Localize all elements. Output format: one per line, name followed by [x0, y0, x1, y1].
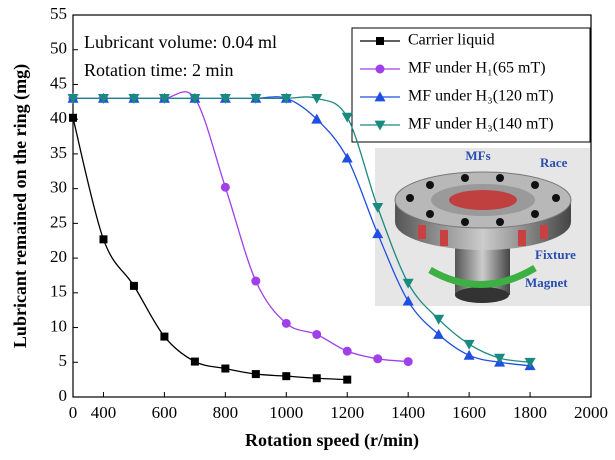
- marker: [129, 281, 138, 290]
- marker: [374, 91, 386, 102]
- x-tick-label: 2000: [574, 403, 608, 422]
- y-tick-label: 10: [50, 316, 67, 335]
- inset-image: [375, 148, 590, 306]
- legend-label: MF under H₃(120 mT): [408, 88, 554, 105]
- marker: [463, 339, 475, 350]
- marker: [221, 364, 230, 373]
- y-axis-label: Lubricant remained on the ring (mg): [10, 64, 31, 348]
- marker: [281, 318, 291, 328]
- marker: [251, 370, 260, 379]
- marker: [463, 349, 475, 360]
- marker: [343, 375, 352, 384]
- marker: [189, 93, 201, 104]
- x-tick-label: 1600: [452, 403, 486, 422]
- marker: [282, 372, 291, 381]
- marker: [67, 93, 79, 104]
- marker: [494, 353, 506, 364]
- marker: [341, 112, 353, 123]
- annotation: Rotation time: 2 min: [84, 60, 234, 80]
- marker: [376, 37, 384, 45]
- marker: [219, 93, 231, 104]
- x-tick-label: 600: [152, 403, 178, 422]
- marker: [160, 332, 169, 341]
- y-tick-label: 15: [50, 282, 67, 301]
- marker: [311, 93, 323, 104]
- marker: [372, 202, 384, 213]
- legend-label: MF under H₁(65 mT): [408, 60, 546, 77]
- inset-label: Magnet: [525, 275, 568, 290]
- marker: [433, 314, 445, 325]
- legend-label: MF under H₃(140 mT): [408, 116, 554, 133]
- y-tick-label: 0: [59, 386, 68, 405]
- marker: [69, 113, 77, 122]
- inset-label: MFs: [465, 148, 490, 163]
- y-tick-label: 55: [50, 4, 67, 23]
- marker: [374, 120, 386, 131]
- plot-frame: [72, 14, 592, 398]
- inset-label: Fixture: [535, 247, 576, 262]
- x-tick-label: 1400: [391, 403, 425, 422]
- marker: [433, 328, 445, 339]
- marker: [128, 93, 140, 104]
- marker: [312, 374, 321, 383]
- marker: [375, 64, 385, 74]
- inset-label: Race: [540, 155, 568, 170]
- marker: [250, 93, 262, 104]
- x-tick-label: 400: [91, 403, 117, 422]
- marker: [342, 346, 352, 356]
- marker: [403, 357, 413, 367]
- x-tick-label: 1800: [513, 403, 547, 422]
- x-tick-label: 0: [69, 403, 78, 422]
- marker: [280, 93, 292, 104]
- annotation: Lubricant volume: 0.04 ml: [84, 32, 277, 52]
- marker: [99, 235, 108, 244]
- x-tick-label: 800: [213, 403, 239, 422]
- marker: [524, 357, 536, 368]
- marker: [97, 93, 109, 104]
- marker: [402, 295, 414, 306]
- marker: [402, 278, 414, 289]
- series-line: [72, 117, 348, 381]
- y-tick-label: 35: [50, 143, 67, 162]
- marker: [311, 113, 323, 124]
- y-tick-label: 30: [50, 178, 67, 197]
- marker: [372, 228, 384, 239]
- y-tick-label: 40: [50, 108, 67, 127]
- marker: [251, 276, 261, 286]
- x-tick-label: 1000: [269, 403, 303, 422]
- x-axis-label: Rotation speed (r/min): [245, 430, 419, 451]
- legend-label: Carrier liquid: [408, 32, 495, 49]
- series-line: [73, 96, 531, 363]
- marker: [312, 329, 322, 339]
- marker: [158, 93, 170, 104]
- marker: [341, 152, 353, 163]
- y-tick-label: 25: [50, 212, 67, 231]
- x-tick-label: 1200: [330, 403, 364, 422]
- marker: [220, 182, 230, 192]
- y-tick-label: 5: [59, 351, 68, 370]
- marker: [190, 357, 199, 366]
- y-tick-label: 20: [50, 247, 67, 266]
- y-tick-label: 50: [50, 39, 67, 58]
- legend-box: [351, 27, 591, 143]
- marker: [373, 354, 383, 364]
- y-tick-label: 45: [50, 73, 67, 92]
